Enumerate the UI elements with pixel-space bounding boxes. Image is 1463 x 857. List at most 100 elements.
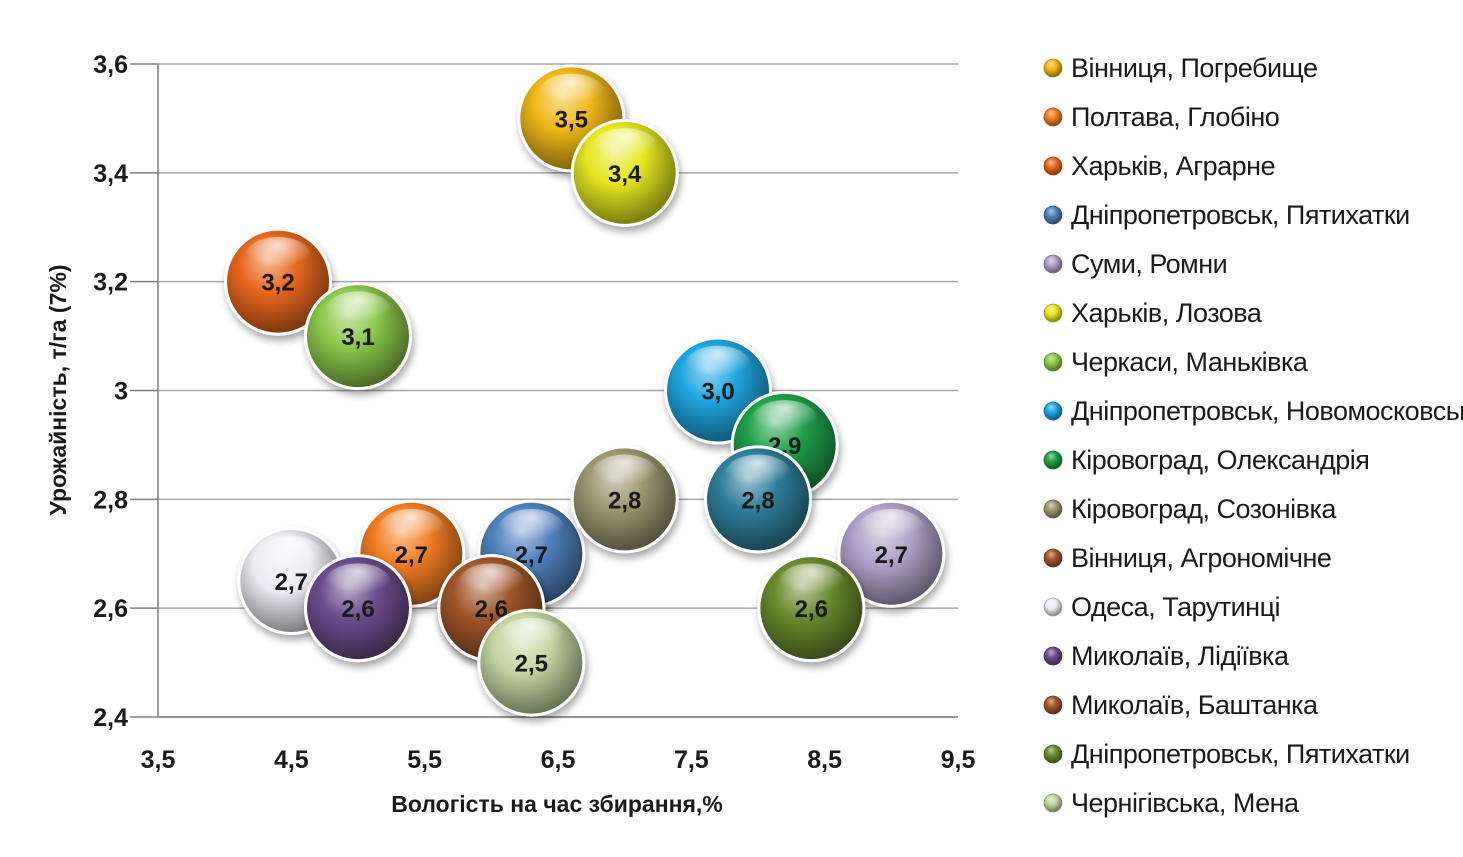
bubble-highlight [591, 128, 659, 170]
bubble-highlight [751, 400, 819, 442]
bubble-highlight [724, 454, 792, 496]
legend-label: Суми, Ромни [1071, 249, 1227, 279]
bubble-data-label: 2,7 [275, 569, 308, 596]
legend-item: Чернігівська, Мена [1043, 788, 1301, 818]
bubble-highlight [591, 454, 659, 496]
bubble-data-label: 2,7 [875, 542, 908, 569]
legend-label: Харьків, Аграрне [1071, 151, 1275, 181]
bubble: 2,8 [570, 445, 679, 554]
bubble-highlight [497, 617, 565, 659]
x-tick-label: 8,5 [807, 746, 842, 774]
bubble-highlight [324, 563, 392, 605]
bubble: 2,8 [704, 445, 812, 554]
y-tick-label: 2,8 [93, 486, 128, 514]
bubble-data-label: 3,0 [701, 379, 734, 406]
legend-marker [1043, 499, 1063, 519]
bubble-highlight [537, 73, 605, 115]
legend-label: Кіровоград, Созонівка [1071, 494, 1337, 524]
bubble-highlight [257, 536, 325, 578]
legend-label: Одеса, Тарутинці [1071, 592, 1280, 622]
bubble-highlight [377, 508, 445, 550]
x-tick-label: 3,5 [141, 746, 176, 774]
legend-item: Суми, Ромни [1043, 249, 1228, 279]
bubble-highlight [684, 345, 752, 387]
legend-marker [1043, 205, 1063, 225]
legend-marker [1043, 352, 1063, 372]
x-tick-label: 7,5 [674, 746, 709, 774]
bubble-highlight [857, 508, 925, 550]
legend-item: Дніпропетровськ, Пятихатки [1043, 739, 1410, 769]
x-tick-label: 4,5 [274, 746, 309, 774]
legend-marker [1043, 303, 1063, 323]
bubble-data-label: 2,6 [795, 596, 828, 623]
bubble: 3,2 [224, 227, 332, 336]
bubble-data-label: 2,8 [741, 487, 774, 514]
legend-marker [1043, 450, 1063, 470]
legend-item: Кіровоград, Созонівка [1043, 494, 1338, 524]
y-tick-label: 3,4 [93, 160, 128, 188]
legend-marker [1043, 58, 1063, 78]
y-tick-labels: 2,4 2,6 2,8 3 3,2 3,4 3,6 [93, 51, 128, 732]
x-tick-label: 9,5 [941, 746, 976, 774]
legend-marker [1043, 793, 1063, 813]
legend-item: Кіровоград, Олександрія [1043, 445, 1370, 475]
legend-marker [1043, 401, 1063, 421]
legend-label: Дніпропетровськ, Пятихатки [1071, 200, 1410, 230]
legend-item: Миколаїв, Лідіївка [1043, 641, 1290, 671]
legend-label: Полтава, Глобіно [1071, 102, 1279, 132]
x-tick-label: 6,5 [541, 746, 576, 774]
bubble-highlight [244, 236, 312, 278]
axes [130, 63, 958, 718]
legend-marker [1043, 744, 1063, 764]
legend-label: Миколаїв, Баштанка [1071, 690, 1319, 720]
y-tick-label: 3,2 [93, 269, 128, 297]
bubble: 2,6 [304, 554, 412, 663]
legend-marker [1043, 646, 1063, 666]
legend-marker [1043, 548, 1063, 568]
legend-item: Одеса, Тарутинці [1043, 592, 1281, 622]
legend-label: Вінниця, Агрономічне [1071, 543, 1331, 573]
legend-marker [1043, 254, 1063, 274]
bubble-highlight [457, 563, 525, 605]
bubble-highlight [324, 291, 392, 333]
y-tick-label: 2,4 [93, 704, 128, 732]
bubble-highlight [497, 508, 565, 550]
bubble-data-label: 2,6 [341, 596, 374, 623]
bubbles: 3,52,73,22,72,73,43,13,02,92,82,62,72,62… [224, 64, 946, 717]
legend-item: Харьків, Лозова [1043, 298, 1263, 328]
bubble-data-label: 3,2 [261, 270, 294, 297]
x-tick-label: 5,5 [407, 746, 442, 774]
legend-label: Харьків, Лозова [1071, 298, 1263, 328]
legend-item: Вінниця, Агрономічне [1043, 543, 1332, 573]
bubble: 2,7 [837, 499, 946, 608]
legend: Вінниця, Погребище Полтава, Глобіно Харькі… [1043, 53, 1463, 818]
y-tick-label: 3 [114, 378, 128, 406]
bubble-data-label: 2,5 [515, 651, 548, 678]
y-tick-label: 2,6 [93, 595, 128, 623]
legend-marker [1043, 156, 1063, 176]
y-axis-title: Урожайність, т/га (7%) [45, 265, 71, 516]
bubble-data-label: 2,7 [395, 542, 428, 569]
bubble-highlight [777, 563, 845, 605]
legend-marker [1043, 107, 1063, 127]
legend-label: Вінниця, Погребище [1071, 53, 1317, 83]
legend-item: Харьків, Аграрне [1043, 151, 1276, 181]
legend-label: Черкаси, Маньківка [1071, 347, 1309, 377]
bubble: 3,4 [570, 118, 679, 227]
legend-item: Дніпропетровськ, Пятихатки [1043, 200, 1410, 230]
bubble-data-label: 3,5 [555, 106, 588, 133]
bubble-data-label: 3,1 [341, 324, 374, 351]
legend-label: Чернігівська, Мена [1071, 788, 1300, 818]
legend-marker [1043, 597, 1063, 617]
legend-label: Миколаїв, Лідіївка [1071, 641, 1290, 671]
legend-item: Полтава, Глобіно [1043, 102, 1280, 132]
legend-item: Черкаси, Маньківка [1043, 347, 1309, 377]
legend-item: Вінниця, Погребище [1043, 53, 1318, 83]
x-tick-labels: 3,5 4,5 5,5 6,5 7,5 8,5 9,5 [141, 746, 976, 774]
legend-item: Миколаїв, Баштанка [1043, 690, 1320, 720]
bubble: 3,1 [304, 282, 412, 391]
bubble-data-label: 3,4 [608, 161, 642, 188]
y-tick-label: 3,6 [93, 51, 128, 79]
legend-label: Дніпропетровськ, Новомосковськ [1071, 396, 1463, 426]
